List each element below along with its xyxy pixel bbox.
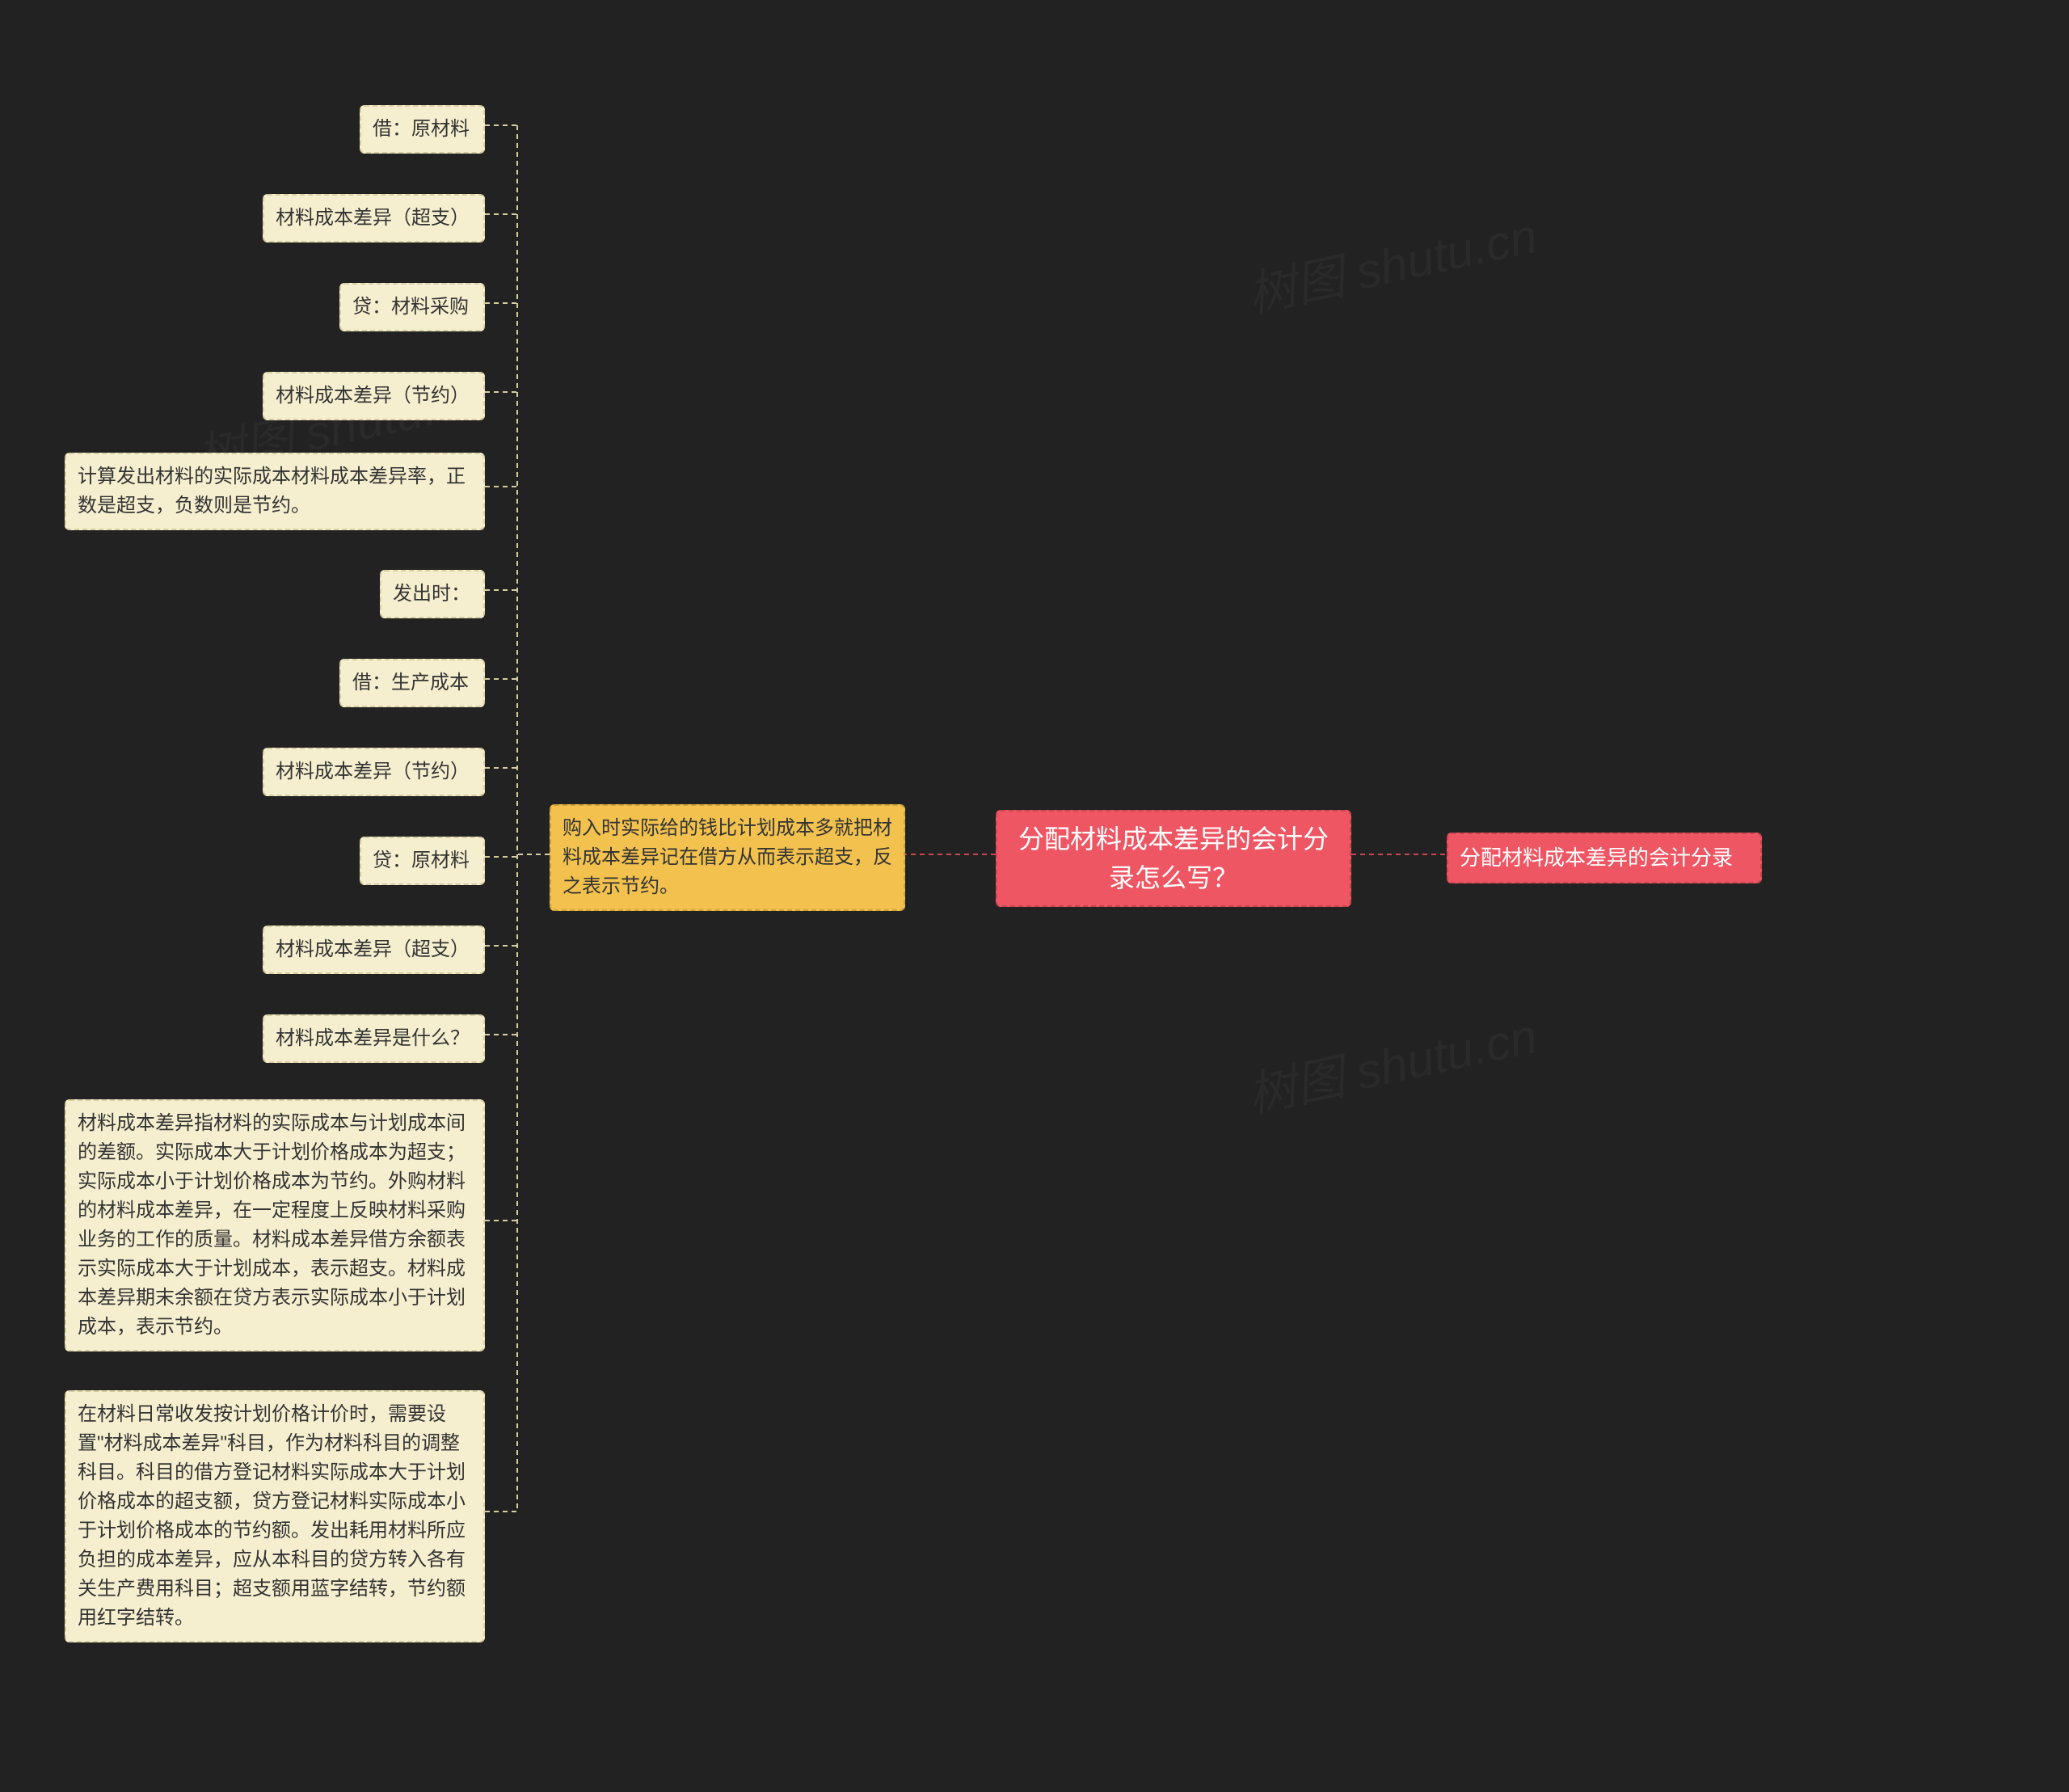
leaf-node: 借：原材料 [360,105,485,154]
leaf-node: 计算发出材料的实际成本材料成本差异率，正数是超支，负数则是节约。 [65,453,485,530]
leaf-node: 贷：材料采购 [339,283,485,331]
watermark: 树图 shutu.cn [1241,196,1543,327]
leaf-node: 材料成本差异（超支） [263,926,485,974]
leaf-node: 发出时： [380,570,485,618]
leaf-node: 材料成本差异（节约） [263,372,485,420]
watermark: 树图 shutu.cn [1241,997,1543,1127]
leaf-node: 在材料日常收发按计划价格计价时，需要设置"材料成本差异"科目，作为材料科目的调整… [65,1390,485,1642]
leaf-node: 借：生产成本 [339,659,485,707]
right-node: 分配材料成本差异的会计分录 [1447,833,1762,883]
leaf-node: 材料成本差异指材料的实际成本与计划成本间的差额。实际成本大于计划价格成本为超支；… [65,1099,485,1351]
root-node: 分配材料成本差异的会计分录怎么写？ [996,810,1351,907]
hub-node: 购入时实际给的钱比计划成本多就把材料成本差异记在借方从而表示超支，反之表示节约。 [550,804,905,911]
leaf-node: 材料成本差异是什么？ [263,1014,485,1063]
leaf-node: 材料成本差异（超支） [263,194,485,242]
leaf-node: 贷：原材料 [360,837,485,885]
leaf-node: 材料成本差异（节约） [263,748,485,796]
